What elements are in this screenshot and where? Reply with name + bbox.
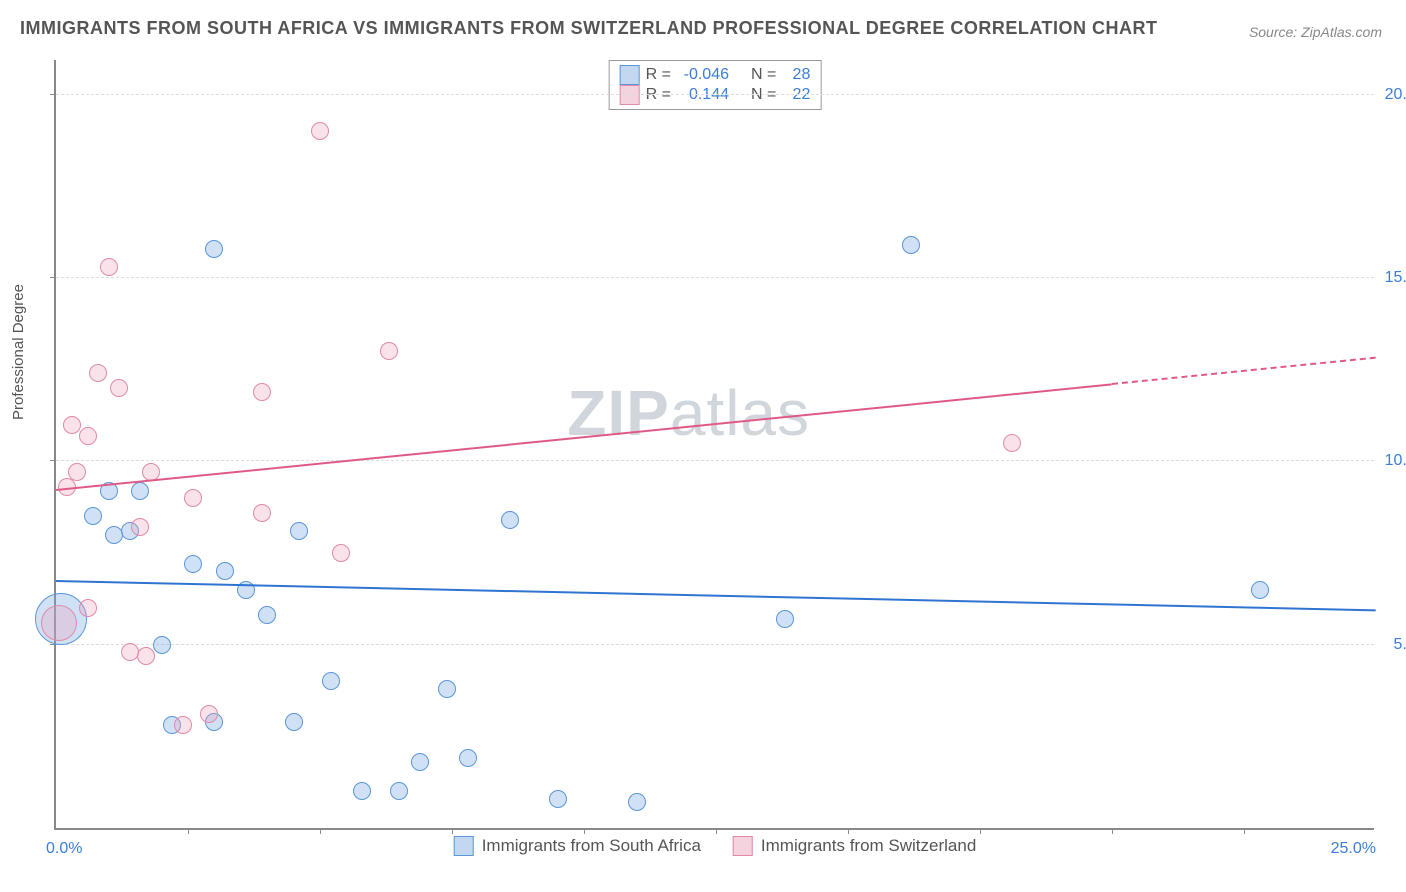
data-point bbox=[200, 705, 218, 723]
data-point bbox=[89, 364, 107, 382]
source-attribution: Source: ZipAtlas.com bbox=[1249, 24, 1382, 40]
legend-N-label: N = bbox=[751, 66, 776, 84]
data-point bbox=[137, 647, 155, 665]
trend-line bbox=[56, 580, 1376, 611]
x-tick bbox=[320, 828, 321, 834]
x-tick bbox=[1112, 828, 1113, 834]
x-tick bbox=[1244, 828, 1245, 834]
x-tick-label: 25.0% bbox=[1331, 840, 1376, 858]
legend-series-item: Immigrants from Switzerland bbox=[733, 836, 976, 856]
data-point bbox=[84, 507, 102, 525]
legend-R-label: R = bbox=[646, 66, 671, 84]
gridline-h bbox=[56, 460, 1374, 461]
data-point bbox=[776, 610, 794, 628]
data-point bbox=[311, 122, 329, 140]
legend-N-label: N = bbox=[751, 86, 776, 104]
y-axis-label: Professional Degree bbox=[10, 284, 27, 420]
data-point bbox=[184, 555, 202, 573]
legend-stats: R = -0.046 N = 28 R = 0.144 N = 22 bbox=[609, 60, 822, 110]
plot-area: ZIPatlas R =-0.046N =28R =0.144N =22 Imm… bbox=[54, 60, 1374, 830]
data-point bbox=[285, 713, 303, 731]
y-tick-label: 15.0% bbox=[1385, 269, 1406, 287]
legend-series-label: Immigrants from Switzerland bbox=[761, 836, 976, 856]
data-point bbox=[628, 793, 646, 811]
data-point bbox=[290, 522, 308, 540]
x-tick bbox=[452, 828, 453, 834]
data-point bbox=[353, 782, 371, 800]
watermark: ZIPatlas bbox=[567, 376, 810, 450]
data-point bbox=[1003, 434, 1021, 452]
data-point bbox=[100, 258, 118, 276]
data-point bbox=[253, 383, 271, 401]
legend-R-value: 0.144 bbox=[677, 86, 729, 104]
y-tick bbox=[50, 277, 56, 278]
y-tick bbox=[50, 94, 56, 95]
x-tick bbox=[584, 828, 585, 834]
chart-title: IMMIGRANTS FROM SOUTH AFRICA VS IMMIGRAN… bbox=[20, 18, 1157, 39]
data-point bbox=[390, 782, 408, 800]
gridline-h bbox=[56, 644, 1374, 645]
data-point bbox=[110, 379, 128, 397]
gridline-h bbox=[56, 94, 1374, 95]
x-tick bbox=[980, 828, 981, 834]
y-tick bbox=[50, 460, 56, 461]
y-tick-label: 5.0% bbox=[1394, 636, 1406, 654]
data-point bbox=[79, 427, 97, 445]
legend-swatch bbox=[733, 836, 753, 856]
legend-swatch bbox=[454, 836, 474, 856]
legend-series-item: Immigrants from South Africa bbox=[454, 836, 701, 856]
legend-series-label: Immigrants from South Africa bbox=[482, 836, 701, 856]
legend-R-label: R = bbox=[646, 86, 671, 104]
data-point bbox=[105, 526, 123, 544]
legend-R-value: -0.046 bbox=[677, 66, 729, 84]
data-point bbox=[322, 672, 340, 690]
legend-swatch bbox=[620, 85, 640, 105]
data-point bbox=[174, 716, 192, 734]
data-point bbox=[380, 342, 398, 360]
x-tick-label: 0.0% bbox=[46, 840, 82, 858]
data-point bbox=[131, 482, 149, 500]
x-tick bbox=[848, 828, 849, 834]
legend-swatch bbox=[620, 65, 640, 85]
data-point bbox=[459, 749, 477, 767]
data-point bbox=[258, 606, 276, 624]
legend-N-value: 28 bbox=[782, 66, 810, 84]
x-tick bbox=[188, 828, 189, 834]
legend-stats-row: R = 0.144 N = 22 bbox=[620, 85, 811, 105]
legend-N-value: 22 bbox=[782, 86, 810, 104]
data-point bbox=[332, 544, 350, 562]
data-point bbox=[131, 518, 149, 536]
trend-line-extrapolated bbox=[1112, 357, 1376, 385]
data-point bbox=[438, 680, 456, 698]
legend-stats-row: R = -0.046 N = 28 bbox=[620, 65, 811, 85]
data-point bbox=[153, 636, 171, 654]
data-point bbox=[79, 599, 97, 617]
watermark-part-a: ZIP bbox=[567, 377, 670, 449]
y-tick-label: 10.0% bbox=[1385, 452, 1406, 470]
x-tick bbox=[716, 828, 717, 834]
data-point bbox=[41, 605, 77, 641]
gridline-h bbox=[56, 277, 1374, 278]
data-point bbox=[184, 489, 202, 507]
data-point bbox=[501, 511, 519, 529]
watermark-part-b: atlas bbox=[670, 377, 810, 449]
data-point bbox=[253, 504, 271, 522]
data-point bbox=[411, 753, 429, 771]
data-point bbox=[549, 790, 567, 808]
data-point bbox=[902, 236, 920, 254]
y-tick-label: 20.0% bbox=[1385, 86, 1406, 104]
data-point bbox=[1251, 581, 1269, 599]
data-point bbox=[205, 240, 223, 258]
data-point bbox=[216, 562, 234, 580]
data-point bbox=[63, 416, 81, 434]
legend-series: Immigrants from South Africa Immigrants f… bbox=[454, 836, 977, 856]
